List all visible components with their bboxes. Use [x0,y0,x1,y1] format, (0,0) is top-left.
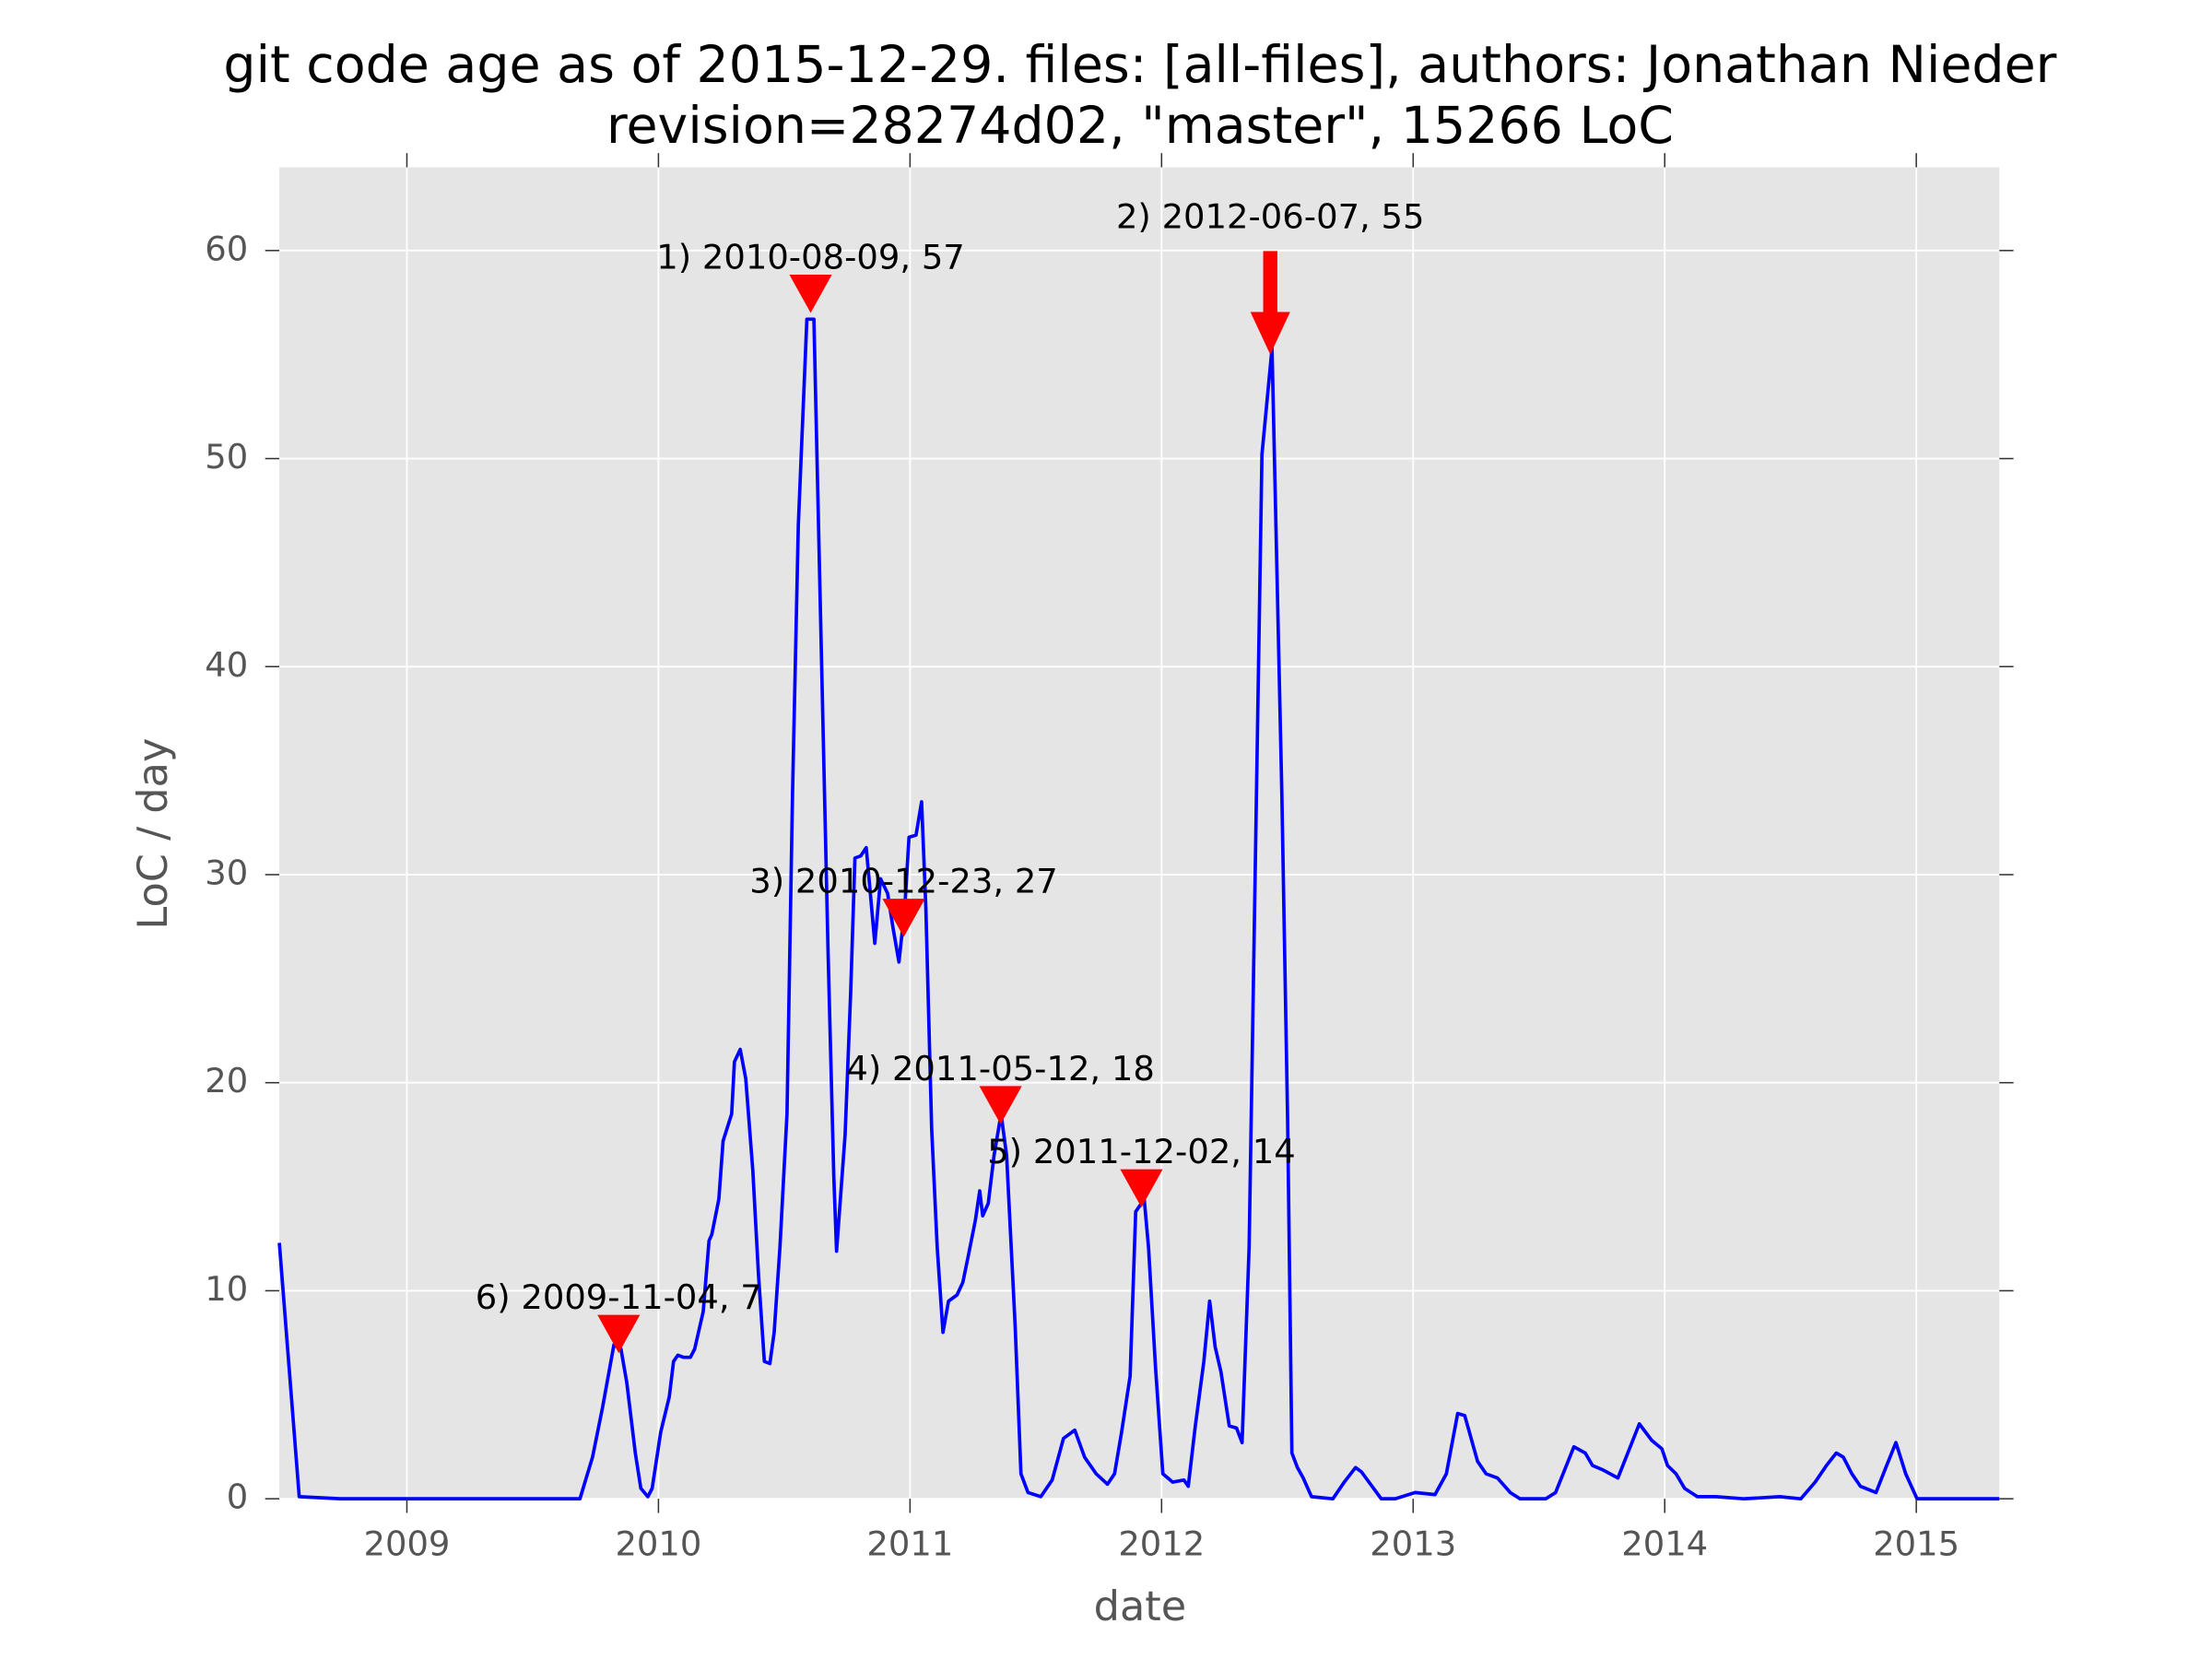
annotation-label: 5) 2011-12-02, 14 [987,1132,1296,1171]
annotation-label: 1) 2010-08-09, 57 [656,238,965,277]
y-tick-label: 30 [205,853,248,892]
y-tick-label: 50 [205,437,248,477]
annotation-label: 4) 2011-05-12, 18 [846,1049,1155,1088]
annotation-arrow [1250,251,1290,355]
y-tick-label: 0 [227,1477,248,1517]
grid [279,167,2000,1500]
x-axis-label: date [1094,1583,1187,1630]
data-line [277,317,2000,1501]
y-axis-label: LoC / day [129,738,177,930]
x-tick-label: 2009 [363,1524,450,1563]
x-tick-label: 2011 [866,1524,953,1563]
annotation-marker [597,1314,641,1354]
chart-title: git code age as of 2015-12-29. files: [a… [223,36,2056,95]
annotation-label: 3) 2010-12-23, 27 [749,862,1058,901]
y-tick-label: 10 [205,1269,248,1309]
x-tick-label: 2012 [1118,1524,1205,1563]
data-layer [277,251,2000,1501]
x-tick-label: 2010 [615,1524,701,1563]
annotation-marker [979,1086,1022,1124]
x-tick-label: 2014 [1621,1524,1708,1563]
plot-area [279,167,2000,1500]
x-tick-label: 2015 [1873,1524,1959,1563]
y-tick-label: 40 [205,645,248,685]
annotation-marker [1120,1169,1163,1208]
annotation-label: 6) 2009-11-04, 7 [476,1277,762,1317]
annotation-marker [882,899,925,937]
y-tick-label: 60 [205,229,248,268]
annotation-label: 2) 2012-06-07, 55 [1116,196,1425,236]
x-tick-label: 2013 [1370,1524,1456,1563]
chart-subtitle: revision=28274d02, "master", 15266 LoC [606,97,1674,156]
annotation-marker [789,275,832,313]
y-tick-label: 20 [205,1061,248,1100]
